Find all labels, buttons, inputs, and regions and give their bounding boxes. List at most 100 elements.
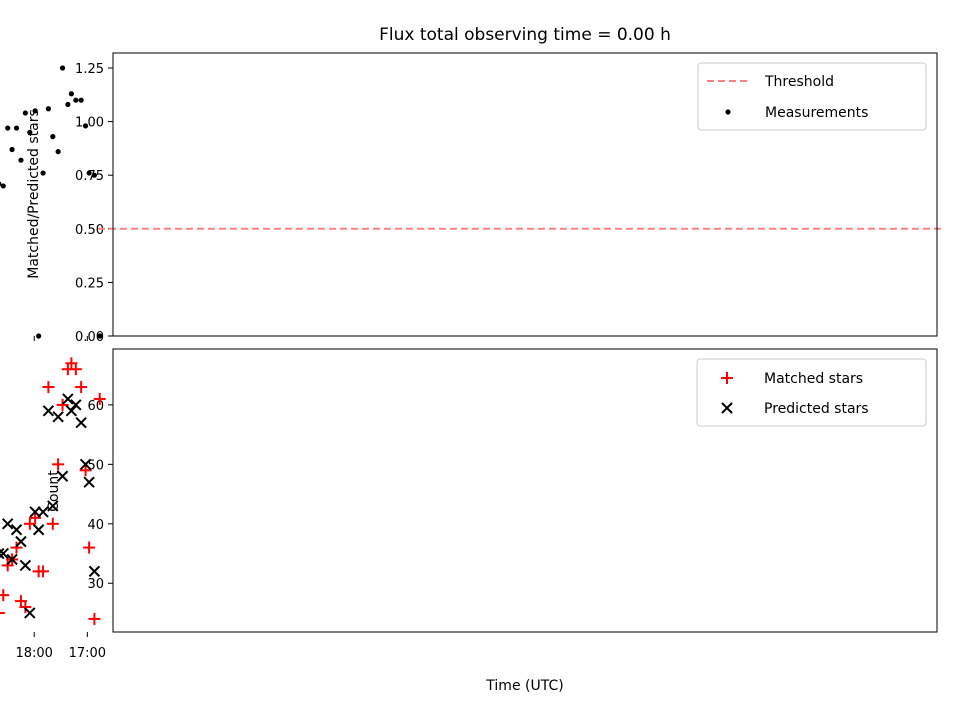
predicted-star-point: [56, 470, 69, 482]
legend-predicted-swatch: [721, 402, 733, 414]
measurement-point: [68, 91, 75, 97]
top-y-tick-label: 1.00: [75, 116, 104, 131]
top-legend: Threshold Measurements: [697, 62, 927, 131]
top-plot-frame: [112, 52, 938, 337]
top-legend-box: [697, 62, 927, 131]
measurement-point: [27, 129, 33, 135]
bottom-y-tick-label: 50: [87, 458, 104, 473]
matched-star-point: [0, 589, 10, 602]
measurement-point: [59, 65, 66, 71]
measurement-point: [97, 333, 103, 339]
predicted-star-point: [19, 559, 32, 572]
predicted-star-point: [10, 524, 23, 536]
predicted-star-point: [42, 405, 55, 417]
matched-star-point: [23, 517, 36, 530]
bottom-y-axis-label: Count: [46, 470, 62, 512]
legend-predicted-label: Predicted stars: [764, 401, 869, 417]
bottom-y-tick-label: 30: [87, 577, 104, 592]
x-axis-label: Time (UTC): [485, 678, 563, 694]
measurement-point: [55, 149, 61, 155]
predicted-star-point: [88, 565, 101, 578]
predicted-star-point: [83, 476, 95, 488]
measurement-point: [18, 157, 24, 163]
matched-star-point: [75, 381, 88, 394]
top-y-tick-label: 0.75: [75, 169, 104, 184]
measurement-point: [40, 170, 46, 176]
top-x-ticks: [33, 336, 88, 341]
matched-star-point: [1, 559, 14, 572]
predicted-star-point: [52, 411, 64, 423]
measurement-point: [45, 106, 51, 112]
measurement-point: [32, 108, 38, 114]
predicted-star-point: [47, 500, 59, 512]
legend-threshold-label: Threshold: [764, 74, 834, 90]
measurement-point: [22, 110, 28, 116]
bottom-y-tick-label: 60: [87, 399, 104, 414]
top-y-axis-label: Matched/Predicted stars: [26, 109, 42, 279]
measurement-point: [86, 170, 92, 176]
predicted-star-point: [70, 399, 82, 411]
measurement-point: [9, 146, 15, 153]
predicted-stars-points: [0, 393, 101, 619]
bottom-y-ticks: 30 40 50 60: [87, 399, 113, 592]
predicted-star-point: [1, 518, 14, 530]
predicted-star-point: [65, 405, 78, 417]
x-tick-label: 17:00: [69, 646, 106, 661]
measurement-point: [65, 101, 71, 108]
measurement-point: [36, 333, 42, 339]
matched-star-point: [14, 595, 27, 608]
bottom-plot-frame: [112, 348, 938, 633]
legend-measurements-swatch: [725, 109, 731, 115]
predicted-star-point: [0, 547, 5, 560]
matched-star-point: [93, 392, 106, 405]
chart-title: Flux total observing time = 0.00 h: [379, 25, 671, 45]
bottom-legend-box: [696, 358, 927, 427]
predicted-star-point: [15, 535, 27, 548]
legend-matched-swatch: [721, 372, 733, 384]
top-y-tick-label: 0.00: [75, 330, 104, 345]
matched-stars-points: [0, 357, 106, 625]
x-tick-label: 18:00: [15, 646, 52, 661]
legend-matched-label: Matched stars: [764, 371, 863, 387]
top-panel: Flux total observing time = 0.00 h 0.000…: [0, 25, 945, 345]
measurement-points: [0, 65, 103, 339]
matched-star-point: [52, 458, 65, 471]
bottom-y-tick-label: 40: [87, 518, 104, 533]
top-y-ticks: 0.00 0.25 0.50 0.75 1.00 1.25: [75, 62, 113, 345]
predicted-star-point: [6, 553, 18, 566]
measurement-point: [82, 123, 89, 129]
predicted-star-point: [75, 417, 87, 429]
measurement-point: [50, 134, 56, 140]
predicted-star-point: [62, 393, 74, 405]
matched-star-point: [83, 541, 96, 554]
top-y-tick-label: 0.25: [75, 276, 104, 291]
top-y-tick-label: 0.50: [75, 223, 104, 238]
measurement-point: [0, 181, 2, 187]
matched-star-point: [42, 381, 55, 394]
matched-star-point: [61, 363, 74, 376]
matched-star-point: [10, 541, 23, 554]
measurement-point: [91, 172, 98, 178]
predicted-star-point: [79, 458, 92, 471]
matched-star-point: [32, 565, 45, 578]
measurement-point: [0, 183, 6, 189]
measurement-point: [78, 97, 84, 103]
matched-star-point: [46, 517, 59, 530]
predicted-star-point: [24, 607, 36, 619]
bottom-legend: Matched stars Predicted stars: [696, 358, 927, 427]
matched-star-point: [56, 398, 69, 411]
predicted-star-point: [29, 506, 41, 518]
legend-measurements-label: Measurements: [765, 105, 868, 121]
measurement-point: [5, 125, 11, 131]
predicted-star-point: [32, 524, 45, 536]
matched-star-point: [88, 612, 101, 625]
matched-star-point: [29, 511, 42, 524]
predicted-star-point: [0, 547, 9, 560]
measurement-point: [13, 125, 20, 131]
measurement-point: [73, 97, 79, 103]
top-y-tick-label: 1.25: [75, 62, 104, 77]
matched-star-point: [79, 464, 92, 477]
